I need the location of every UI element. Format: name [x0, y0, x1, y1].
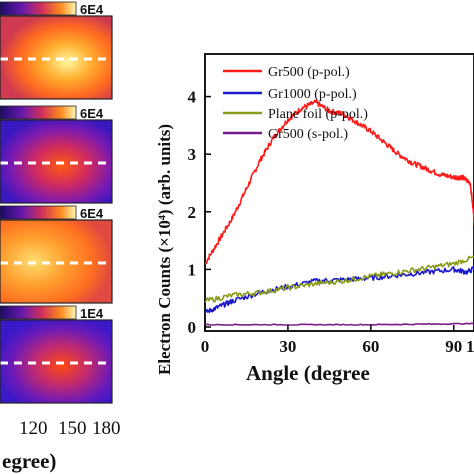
heatmap-x-tick-180: 180 [92, 418, 121, 439]
colorbar-max-label: 6E4 [80, 106, 104, 121]
heatmap-frame [0, 119, 113, 204]
y-tick-label: 4 [188, 88, 197, 107]
x-tick-label: 90 [445, 337, 462, 356]
x-tick-label: 0 [201, 337, 210, 356]
series-line-1 [205, 100, 474, 264]
series-line-3 [205, 244, 474, 303]
legend-label-gr500-s: Gr500 (s-pol.) [268, 127, 348, 142]
colorbar [0, 1, 77, 16]
y-tick-label: 1 [188, 260, 197, 279]
x-tick-label: 1 [466, 337, 474, 356]
legend-label-gr500-p: Gr500 (p-pol.) [268, 65, 350, 80]
colorbar-max-label: 6E4 [80, 2, 104, 17]
series-layer [205, 100, 474, 325]
heatmap-x-label: egree) [2, 449, 56, 473]
heatmap-x-tick-120: 120 [19, 418, 48, 439]
heatmap-panel-3: 6E4 [0, 205, 113, 304]
x-tick-label: 30 [279, 337, 296, 356]
colorbar-max-label: 6E4 [80, 206, 104, 221]
legend-label-gr1000-p: Gr1000 (p-pol.) [268, 87, 357, 102]
y-axis-label: Electron Counts (×10⁴) (arb. units) [155, 124, 174, 375]
y-tick-label: 2 [188, 203, 197, 222]
heatmap-frame [0, 15, 113, 100]
legend: Gr500 (p-pol.) Gr1000 (p-pol.) Plane foi… [223, 65, 368, 142]
heatmap-panel-1: 6E4 [0, 1, 113, 100]
colorbar [0, 305, 77, 320]
y-tick-label: 0 [188, 318, 197, 337]
colorbar [0, 105, 77, 120]
heatmap-frame [0, 219, 113, 304]
heatmap-panels: 6E4 6E4 6E4 1E4 [0, 1, 113, 404]
heatmap-panel-2: 6E4 [0, 105, 113, 204]
heatmap-frame [0, 319, 113, 404]
legend-label-plane-foil: Plane foil (p-pol.) [268, 107, 368, 122]
series-line-2 [205, 236, 474, 314]
plot-frame [204, 53, 474, 332]
colorbar-max-label: 1E4 [80, 306, 104, 321]
colorbar [0, 205, 77, 220]
heatmap-panel-4: 1E4 [0, 305, 113, 404]
heatmap-x-tick-150: 150 [58, 418, 87, 439]
heatmap-x-ticks: 120 150 180 [19, 418, 121, 439]
x-axis-label: Angle (degree [246, 361, 370, 385]
y-tick-label: 3 [188, 145, 197, 164]
x-tick-label: 60 [362, 337, 379, 356]
series-line-4 [205, 323, 474, 325]
